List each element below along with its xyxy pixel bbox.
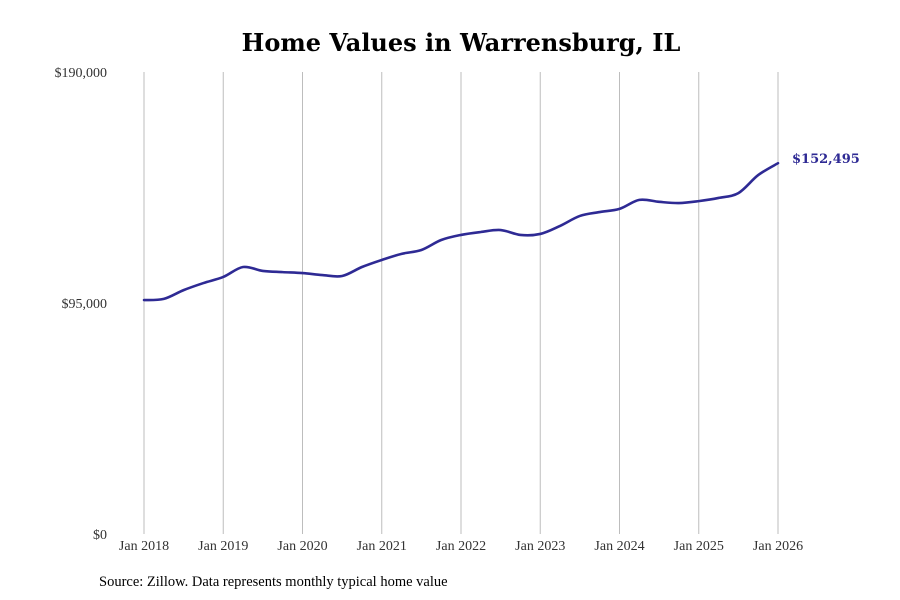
chart-title: Home Values in Warrensburg, IL: [242, 28, 681, 57]
x-tick-label: Jan 2019: [198, 539, 248, 554]
x-tick-label: Jan 2020: [277, 539, 327, 554]
x-tick-label: Jan 2026: [753, 539, 803, 554]
y-tick-label: $95,000: [62, 297, 108, 312]
x-tick-label: Jan 2022: [436, 539, 486, 554]
x-tick-label: Jan 2018: [119, 539, 169, 554]
end-value-label: $152,495: [792, 152, 860, 167]
x-tick-label: Jan 2025: [674, 539, 724, 554]
series-line: [142, 161, 780, 302]
x-tick-label: Jan 2023: [515, 539, 565, 554]
y-tick-label: $0: [93, 528, 107, 543]
source-note: Source: Zillow. Data represents monthly …: [99, 574, 448, 590]
y-tick-label: $190,000: [55, 66, 108, 81]
x-tick-label: Jan 2024: [594, 539, 644, 554]
x-tick-label: Jan 2021: [357, 539, 407, 554]
